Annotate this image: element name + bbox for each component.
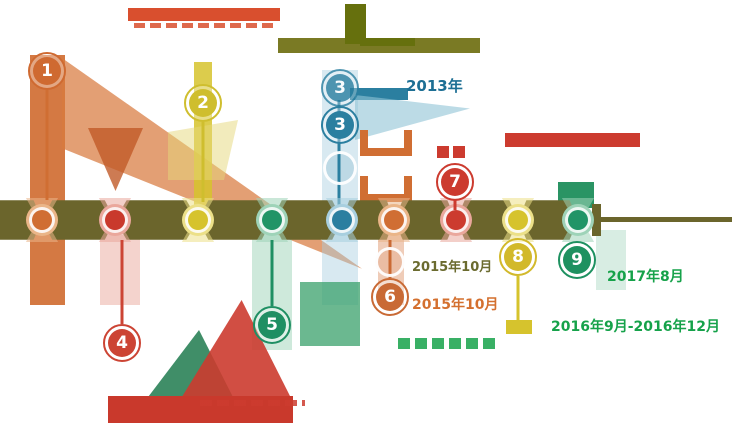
connector-line-2 [201, 122, 205, 202]
empty-ring-circle-blue [323, 151, 357, 185]
milestone-badge-8: 8 [499, 238, 537, 276]
milestone-badge-9: 9 [558, 241, 596, 279]
badge-number: 8 [512, 246, 524, 267]
milestone-badge-3: 3 [321, 106, 359, 144]
date-label-2016-range: 2016年9月-2016年12月 [551, 319, 720, 335]
badge-number: 1 [41, 60, 53, 81]
badge-number: 4 [116, 332, 128, 353]
timeline-node-7 [443, 207, 469, 233]
red-clipped-text-sliver-top [134, 23, 276, 28]
badge-number: 3 [334, 114, 346, 135]
badge-number: 3 [334, 77, 346, 98]
green-square-shape [300, 282, 360, 346]
timeline-node-3 [185, 207, 211, 233]
milestone-badge-2: 2 [184, 84, 222, 122]
badge-number: 2 [197, 92, 209, 113]
green-light-shards-9 [596, 230, 626, 290]
pink-column-shape [100, 235, 140, 305]
timeline-thin-line [598, 217, 732, 222]
date-label-2015-10-orange: 2015年10月 [412, 297, 499, 313]
timeline-node-2 [102, 207, 128, 233]
red-clipped-text-sliver-bottom [200, 400, 305, 406]
timeline-node-8 [505, 207, 531, 233]
milestone-badge-3-partial: 3 [321, 69, 359, 107]
timeline-node-5 [329, 207, 355, 233]
connector-line-4 [120, 240, 124, 324]
timeline-segment [115, 200, 198, 240]
red-square-small-2 [453, 146, 465, 158]
red-square-small-1 [437, 146, 449, 158]
timeline-node-1 [29, 207, 55, 233]
milestone-badge-7: 7 [436, 163, 474, 201]
badge-number: 9 [571, 249, 583, 270]
timeline-node-4 [259, 207, 285, 233]
connector-line-8 [516, 276, 520, 324]
badge-number: 7 [449, 171, 461, 192]
badge-number: 6 [384, 286, 396, 307]
orange-bracket-shape-upper [360, 130, 412, 156]
date-label-2017-8: 2017年8月 [607, 269, 684, 285]
red-clipped-band-top [128, 8, 280, 21]
timeline-node-9 [565, 207, 591, 233]
milestone-badge-4: 4 [103, 324, 141, 362]
date-label-2015-10-olive: 2015年10月 [412, 260, 493, 275]
red-clipped-band-right [505, 133, 640, 147]
connector-line-5 [270, 240, 274, 306]
timeline-node-6 [381, 207, 407, 233]
timeline-end-bar [592, 204, 601, 236]
milestone-badge-6: 6 [371, 278, 409, 316]
milestone-badge-5: 5 [253, 306, 291, 344]
connector-line-1 [45, 90, 49, 200]
badge-number: 5 [266, 314, 278, 335]
yellow-block-8 [506, 320, 532, 334]
green-clipped-text-sliver [398, 338, 500, 349]
milestone-badge-1: 1 [28, 52, 66, 90]
date-label-2013: 2013年 [406, 77, 463, 95]
empty-ring-circle-orange [375, 247, 405, 277]
dark-green-block-vertical [345, 4, 366, 44]
connector-line-7 [453, 200, 457, 210]
dark-green-block-foot [360, 38, 415, 46]
